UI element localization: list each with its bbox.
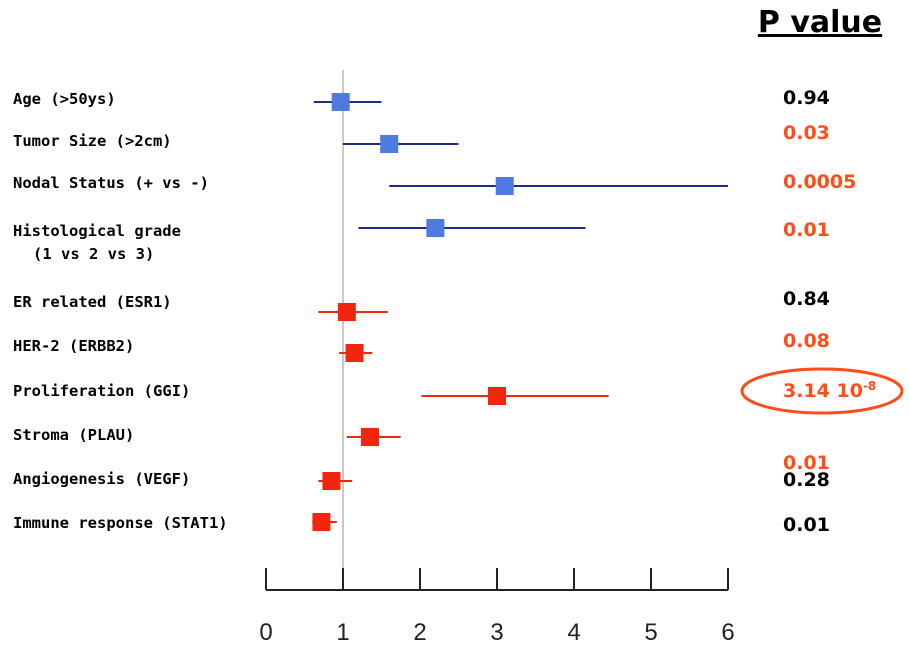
estimate-marker bbox=[380, 135, 399, 153]
estimate-marker bbox=[312, 513, 331, 531]
p-value: 0.01 bbox=[783, 219, 830, 241]
estimate-marker bbox=[337, 303, 356, 321]
x-tick-label: 6 bbox=[721, 619, 734, 646]
p-value: 0.94 bbox=[783, 87, 830, 109]
p-value: 0.01 bbox=[783, 514, 830, 536]
estimate-marker bbox=[495, 177, 514, 195]
x-tick-label: 2 bbox=[413, 619, 426, 646]
row-label: Stroma (PLAU) bbox=[13, 426, 134, 444]
p-value: 3.14 10-8 bbox=[783, 379, 876, 402]
row-label: Tumor Size (>2cm) bbox=[13, 132, 172, 150]
row-label: Nodal Status (+ vs -) bbox=[13, 174, 209, 192]
estimate-marker bbox=[488, 387, 506, 405]
x-tick-label: 3 bbox=[490, 619, 503, 646]
row-label: Proliferation (GGI) bbox=[13, 382, 190, 400]
estimate-marker bbox=[360, 428, 379, 446]
p-value: 0.01 bbox=[783, 452, 830, 474]
row-label-line2: (1 vs 2 vs 3) bbox=[33, 245, 154, 263]
x-tick-label: 1 bbox=[336, 619, 349, 646]
p-value: 0.08 bbox=[783, 330, 830, 352]
x-tick-label: 5 bbox=[644, 619, 657, 646]
x-tick-label: 4 bbox=[567, 619, 580, 646]
x-tick-label: 0 bbox=[259, 619, 272, 646]
estimate-marker bbox=[426, 219, 445, 237]
row-label: HER-2 (ERBB2) bbox=[13, 337, 134, 355]
estimate-marker bbox=[345, 344, 364, 362]
row-label: Histological grade bbox=[13, 222, 181, 240]
row-label: ER related (ESR1) bbox=[13, 293, 172, 311]
row-label: Age (>50ys) bbox=[13, 90, 116, 108]
highlight-ellipse bbox=[740, 367, 904, 415]
p-value: 0.03 bbox=[783, 122, 830, 144]
pvalue-header: P value bbox=[757, 5, 883, 40]
p-value: 0.0005 bbox=[783, 171, 856, 193]
p-value: 0.84 bbox=[783, 288, 830, 310]
row-label: Angiogenesis (VEGF) bbox=[13, 470, 190, 488]
row-label: Immune response (STAT1) bbox=[13, 514, 228, 532]
estimate-marker bbox=[331, 93, 350, 111]
p-value: 0.28 bbox=[783, 469, 830, 491]
estimate-marker bbox=[322, 472, 341, 490]
